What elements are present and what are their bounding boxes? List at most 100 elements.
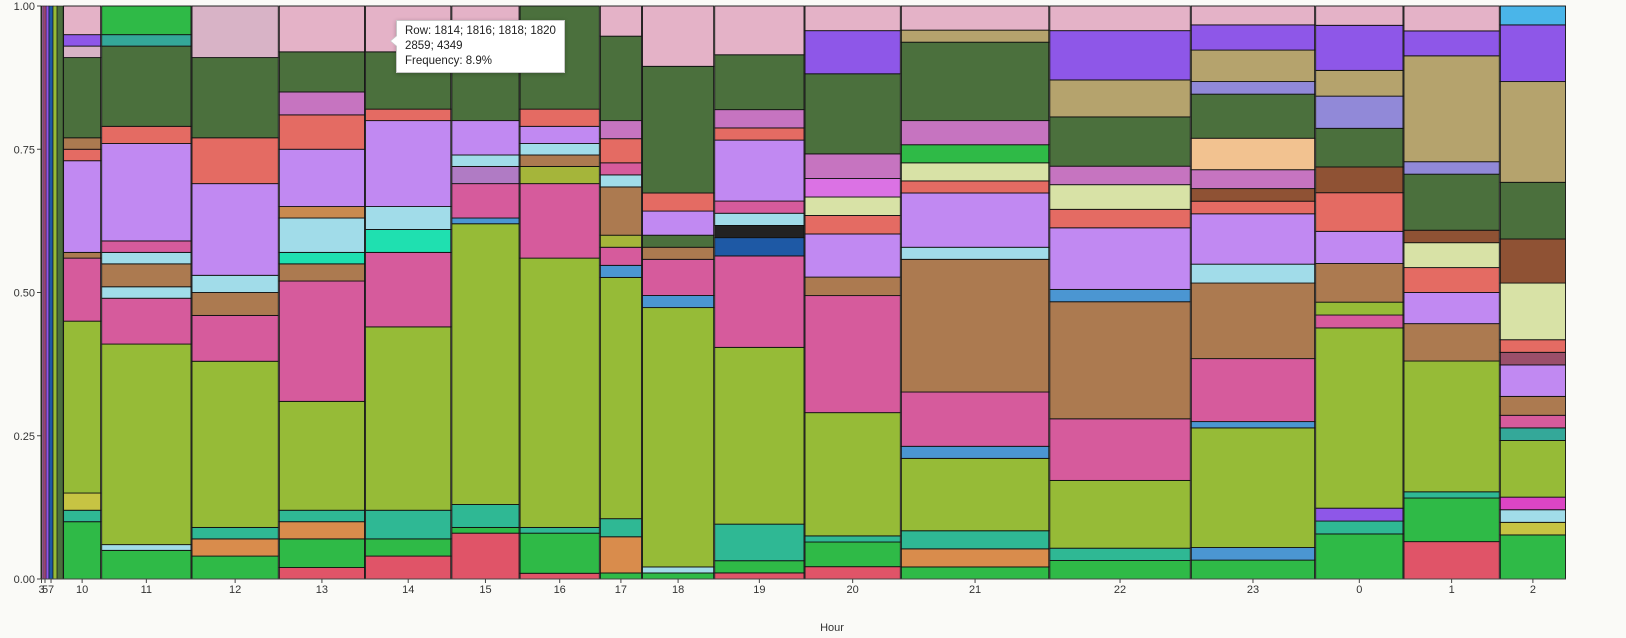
mosaic-cell[interactable]	[900, 29, 1050, 43]
mosaic-cell[interactable]	[714, 237, 805, 257]
mosaic-cell[interactable]	[191, 274, 279, 293]
mosaic-cell[interactable]	[365, 251, 452, 328]
mosaic-cell[interactable]	[451, 120, 520, 156]
mosaic-cell[interactable]	[1315, 314, 1404, 329]
mosaic-cell[interactable]	[365, 538, 452, 557]
mosaic-cell[interactable]	[191, 137, 279, 185]
mosaic-cell[interactable]	[642, 5, 715, 67]
mosaic-cell[interactable]	[1403, 55, 1500, 163]
mosaic-cell[interactable]	[1190, 427, 1316, 548]
mosaic-cell[interactable]	[52, 5, 58, 580]
mosaic-cell[interactable]	[278, 51, 366, 93]
mosaic-cell[interactable]	[451, 223, 520, 505]
mosaic-cell[interactable]	[1190, 213, 1316, 265]
mosaic-cell[interactable]	[1403, 267, 1500, 293]
mosaic-cell[interactable]	[900, 5, 1050, 31]
mosaic-cell[interactable]	[63, 137, 102, 150]
mosaic-cell[interactable]	[1315, 95, 1404, 129]
mosaic-cell[interactable]	[1190, 188, 1316, 202]
mosaic-cell[interactable]	[1403, 229, 1500, 244]
mosaic-cell[interactable]	[804, 30, 901, 75]
mosaic-cell[interactable]	[1499, 509, 1566, 523]
mosaic-cell[interactable]	[1499, 81, 1566, 183]
mosaic-cell[interactable]	[1499, 351, 1566, 366]
mosaic-cell[interactable]	[1499, 339, 1566, 353]
mosaic-cell[interactable]	[804, 412, 901, 537]
mosaic-cell[interactable]	[451, 532, 520, 580]
mosaic-cell[interactable]	[278, 400, 366, 511]
mosaic-cell[interactable]	[1190, 24, 1316, 51]
mosaic-cell[interactable]	[900, 120, 1050, 146]
mosaic-cell[interactable]	[1190, 137, 1316, 171]
mosaic-cell[interactable]	[642, 192, 715, 212]
mosaic-cell[interactable]	[63, 320, 102, 494]
mosaic-cell[interactable]	[1499, 5, 1566, 26]
mosaic-cell[interactable]	[101, 251, 192, 265]
mosaic-cell[interactable]	[519, 108, 600, 127]
mosaic-cell[interactable]	[804, 5, 901, 32]
mosaic-cell[interactable]	[451, 504, 520, 528]
mosaic-cell[interactable]	[1049, 227, 1191, 290]
mosaic-cell[interactable]	[278, 521, 366, 540]
mosaic-cell[interactable]	[599, 174, 642, 188]
mosaic-cell[interactable]	[599, 186, 642, 236]
mosaic-cell[interactable]	[63, 160, 102, 253]
mosaic-cell[interactable]	[642, 566, 715, 574]
mosaic-cell[interactable]	[519, 143, 600, 156]
mosaic-cell[interactable]	[519, 572, 600, 580]
mosaic-cell[interactable]	[101, 125, 192, 144]
mosaic-cell[interactable]	[714, 54, 805, 111]
mosaic-cell[interactable]	[1049, 30, 1191, 81]
mosaic-cell[interactable]	[43, 5, 47, 580]
mosaic-cell[interactable]	[1315, 24, 1404, 71]
mosaic-cell[interactable]	[101, 45, 192, 127]
mosaic-cell[interactable]	[101, 286, 192, 299]
mosaic-cell[interactable]	[900, 566, 1050, 580]
mosaic-cell[interactable]	[599, 246, 642, 266]
mosaic-cell[interactable]	[714, 212, 805, 226]
mosaic-cell[interactable]	[599, 162, 642, 176]
mosaic-cell[interactable]	[365, 206, 452, 230]
mosaic-cell[interactable]	[451, 526, 520, 534]
mosaic-cell[interactable]	[365, 120, 452, 207]
mosaic-cell[interactable]	[191, 314, 279, 362]
mosaic-cell[interactable]	[63, 57, 102, 139]
mosaic-cell[interactable]	[101, 240, 192, 253]
mosaic-cell[interactable]	[900, 457, 1050, 532]
mosaic-cell[interactable]	[599, 264, 642, 278]
mosaic-cell[interactable]	[191, 57, 279, 139]
mosaic-cell[interactable]	[63, 5, 102, 36]
mosaic-cell[interactable]	[278, 280, 366, 402]
mosaic-cell[interactable]	[365, 229, 452, 253]
mosaic-cell[interactable]	[599, 572, 642, 580]
mosaic-cell[interactable]	[56, 5, 64, 580]
mosaic-cell[interactable]	[1049, 479, 1191, 549]
mosaic-cell[interactable]	[1315, 327, 1404, 509]
mosaic-cell[interactable]	[63, 34, 102, 47]
mosaic-cell[interactable]	[1499, 24, 1566, 83]
mosaic-cell[interactable]	[1190, 263, 1316, 284]
mosaic-cell[interactable]	[1049, 5, 1191, 32]
mosaic-cell[interactable]	[599, 35, 642, 122]
mosaic-cell[interactable]	[1499, 238, 1566, 284]
mosaic-cell[interactable]	[599, 234, 642, 248]
mosaic-cell[interactable]	[900, 180, 1050, 194]
mosaic-cell[interactable]	[1190, 421, 1316, 429]
mosaic-cell[interactable]	[714, 109, 805, 129]
mosaic-cell[interactable]	[714, 127, 805, 141]
mosaic-cell[interactable]	[900, 258, 1050, 393]
mosaic-cell[interactable]	[642, 246, 715, 260]
mosaic-cell[interactable]	[1403, 360, 1500, 493]
mosaic-cell[interactable]	[804, 233, 901, 278]
mosaic-cell[interactable]	[63, 509, 102, 523]
mosaic-cell[interactable]	[63, 148, 102, 162]
mosaic-cell[interactable]	[714, 200, 805, 214]
mosaic-cell[interactable]	[519, 526, 600, 534]
mosaic-cell[interactable]	[101, 297, 192, 345]
mosaic-cell[interactable]	[714, 255, 805, 348]
mosaic-cell[interactable]	[278, 114, 366, 150]
mosaic-cell[interactable]	[1499, 282, 1566, 341]
mosaic-cell[interactable]	[1315, 69, 1404, 97]
mosaic-cell[interactable]	[365, 326, 452, 511]
mosaic-cell[interactable]	[1190, 282, 1316, 360]
